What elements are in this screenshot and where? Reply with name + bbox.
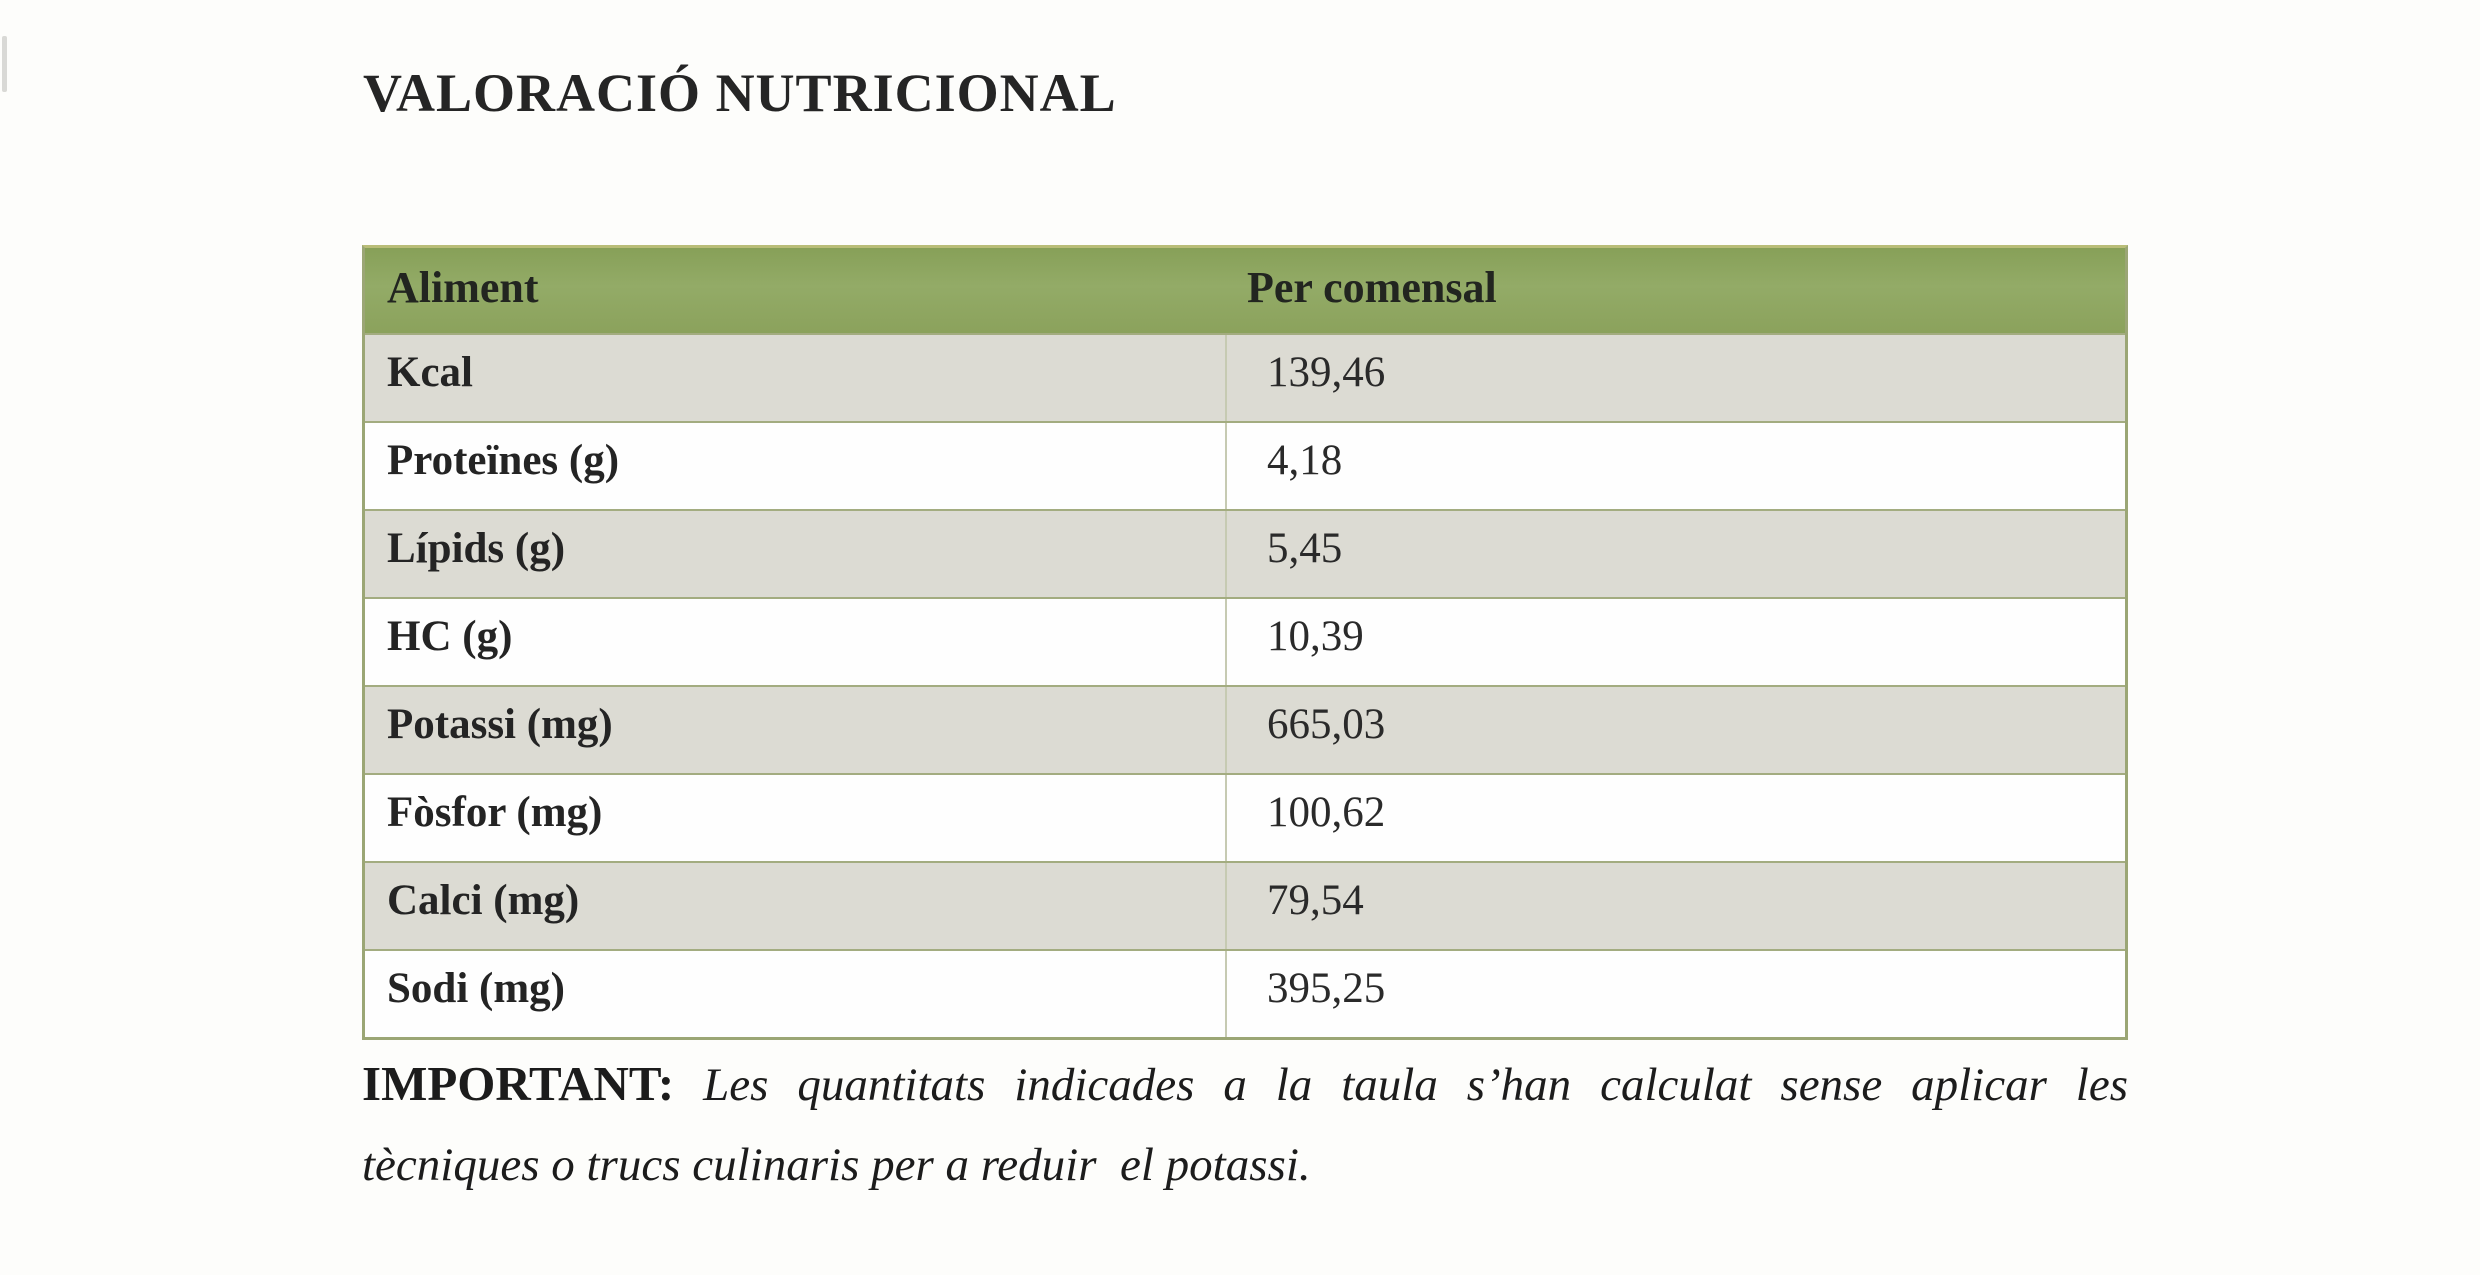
important-note: IMPORTANT: Les quantitats indicades a la… <box>362 1046 2128 1203</box>
table-row: Proteïnes (g) 4,18 <box>365 421 2125 509</box>
table-row: Calci (mg) 79,54 <box>365 861 2125 949</box>
row-value: 10,39 <box>1225 599 2125 685</box>
row-label: Sodi (mg) <box>387 965 565 1012</box>
table-header-row: Aliment Per comensal <box>365 248 2125 333</box>
header-cell-aliment: Aliment <box>387 263 539 312</box>
table-row: Kcal 139,46 <box>365 333 2125 421</box>
table-row: Fòsfor (mg) 100,62 <box>365 773 2125 861</box>
scan-artifact <box>2 36 7 92</box>
row-label: Calci (mg) <box>387 877 580 924</box>
row-label: Proteïnes (g) <box>387 437 620 484</box>
row-value: 5,45 <box>1225 511 2125 597</box>
table-row: HC (g) 10,39 <box>365 597 2125 685</box>
nutrition-table: Aliment Per comensal Kcal 139,46 Proteïn… <box>362 245 2128 1040</box>
row-value: 79,54 <box>1225 863 2125 949</box>
row-value: 395,25 <box>1225 951 2125 1037</box>
table-row: Potassi (mg) 665,03 <box>365 685 2125 773</box>
table-row: Sodi (mg) 395,25 <box>365 949 2125 1037</box>
row-label: HC (g) <box>387 613 513 660</box>
row-label: Kcal <box>387 349 473 396</box>
row-label: Potassi (mg) <box>387 701 613 748</box>
row-label: Lípids (g) <box>387 525 566 572</box>
note-line-1: IMPORTANT: Les quantitats indicades a la… <box>362 1046 2128 1123</box>
header-cell-per-comensal: Per comensal <box>1247 263 1497 312</box>
table-body: Kcal 139,46 Proteïnes (g) 4,18 Lípids (g… <box>365 333 2125 1037</box>
note-text-line1: Les quantitats indicades a la taula s’ha… <box>703 1059 2129 1111</box>
page-title: VALORACIÓ NUTRICIONAL <box>363 63 1117 123</box>
row-value: 665,03 <box>1225 687 2125 773</box>
note-text-line2: tècniques o trucs culinaris per a reduir… <box>362 1139 1311 1191</box>
note-important-label: IMPORTANT: <box>362 1056 675 1111</box>
table-row: Lípids (g) 5,45 <box>365 509 2125 597</box>
row-value: 139,46 <box>1225 335 2125 421</box>
row-label: Fòsfor (mg) <box>387 789 603 836</box>
row-value: 100,62 <box>1225 775 2125 861</box>
row-value: 4,18 <box>1225 423 2125 509</box>
